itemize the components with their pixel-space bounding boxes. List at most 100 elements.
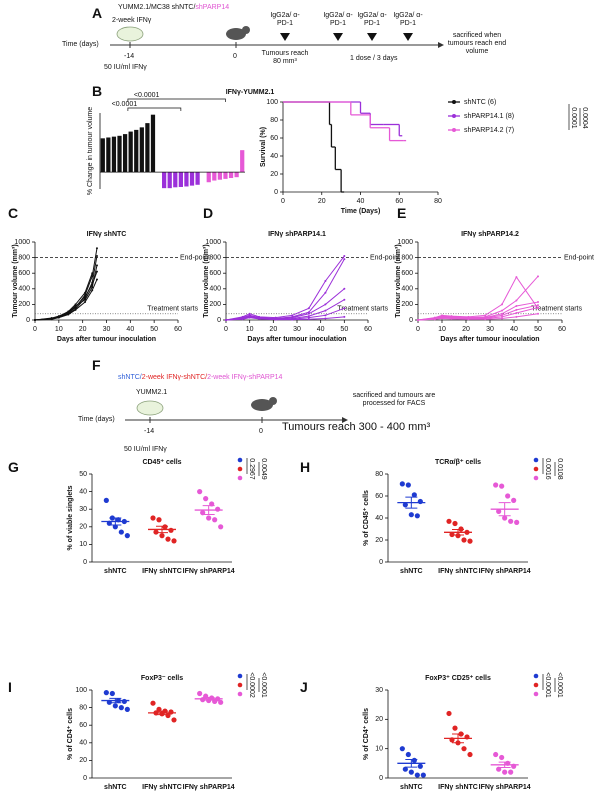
y-tick-label: 20 [375, 537, 383, 544]
y-tick-label: 0 [217, 317, 221, 324]
timeline-header: shNTC/2-week IFNγ-shNTC/2-week IFNγ-shPA… [118, 374, 282, 382]
y-tick-label: 200 [18, 301, 30, 308]
bar [117, 135, 122, 173]
x-tick-label: 0 [224, 326, 228, 333]
x-tick-label: 30 [103, 326, 111, 333]
growth-point [515, 304, 518, 307]
x-tick-label: 40 [126, 326, 134, 333]
y-tick-label: 0 [379, 559, 383, 566]
data-point [109, 690, 115, 697]
growth-point [441, 317, 443, 320]
panel-letter: D [203, 205, 214, 221]
data-point [402, 502, 408, 508]
data-point [206, 515, 212, 521]
panel-letter: G [8, 459, 19, 475]
endpoint-label: End-point [564, 254, 594, 261]
panel-letter: J [300, 679, 308, 695]
data-point [461, 746, 467, 752]
growth-point [343, 315, 346, 318]
y-tick-label: 800 [18, 254, 30, 261]
axis-label: Time (days) [78, 416, 115, 423]
data-point [511, 497, 517, 503]
data-point [499, 754, 505, 761]
growth-point [95, 255, 98, 258]
dose-label: IgG2a/ α-PD-1 [393, 12, 423, 27]
x-tick-label: shNTC [400, 784, 423, 791]
y-axis-label: % of CD4⁺ cells [67, 708, 74, 760]
cell-dish [136, 400, 164, 416]
dose-label: IgG2a/ α-PD-1 [323, 12, 353, 27]
data-point [452, 725, 458, 731]
time-label: 0 [233, 53, 237, 60]
x-tick-label: 80 [434, 198, 442, 205]
y-tick-label: 0 [274, 189, 278, 196]
data-point [461, 537, 467, 543]
bar [122, 134, 128, 173]
panel-letter: B [92, 83, 103, 99]
data-point [420, 772, 426, 778]
y-tick-label: 20 [79, 757, 87, 764]
bar [240, 150, 245, 173]
growth-point [95, 247, 98, 250]
p-value: <0.0001 [544, 672, 551, 698]
y-tick-label: 600 [18, 270, 30, 277]
p-value: <0.0001 [260, 672, 267, 698]
y-tick-label: 1000 [397, 239, 413, 246]
data-point [502, 769, 508, 775]
growth-point [450, 317, 453, 320]
bar [134, 129, 139, 173]
error-bar [452, 733, 464, 744]
data-point [499, 483, 505, 489]
legend-label: shPARP14.1 (8) [464, 113, 514, 120]
x-tick-label: IFNγ shPARP14 [183, 784, 235, 791]
chart-title: FoxP3⁺ CD25⁺ cells [425, 675, 491, 682]
y-tick-label: 80 [79, 704, 87, 711]
growth-point [291, 314, 294, 317]
header-text: 2-week IFNγ-shPARP14 [207, 374, 283, 381]
legend-dot [237, 691, 243, 697]
y-tick-label: 40 [79, 740, 87, 747]
data-point [399, 746, 405, 752]
legend-marker [452, 100, 456, 104]
data-point [197, 690, 203, 697]
y-tick-label: 400 [209, 286, 221, 293]
chart-title: IFNγ shPARP14.1 [268, 231, 326, 238]
dose-label: IgG2a/ α-PD-1 [270, 12, 300, 27]
growth-point [307, 312, 310, 315]
growth-point [537, 306, 539, 309]
legend-dot [237, 673, 243, 679]
y-axis-label: Survival (%) [260, 127, 267, 167]
cell-label: 2-week IFNγ [112, 17, 152, 24]
growth-point [307, 316, 310, 319]
data-point [153, 529, 159, 535]
growth-point [50, 317, 53, 320]
x-tick-label: 10 [438, 326, 446, 333]
data-point [493, 482, 499, 488]
growth-point [501, 315, 503, 318]
panel-letter: H [300, 459, 311, 475]
y-axis-label: % Change in tumour volume [87, 107, 94, 195]
data-point [411, 757, 417, 764]
x-tick-label: 0 [33, 326, 37, 333]
growth-point [91, 283, 94, 286]
p-value: 0.0001 [570, 107, 577, 129]
dose-marker [280, 33, 290, 41]
growth-point [537, 304, 539, 307]
p-value: <0.0001 [556, 672, 563, 698]
y-tick-label: 0 [26, 317, 30, 324]
x-tick-label: 30 [293, 326, 301, 333]
error-bar [202, 696, 215, 701]
growth-point [501, 303, 503, 306]
data-point [156, 517, 162, 523]
error-bar [156, 710, 168, 716]
y-tick-label: 200 [209, 301, 221, 308]
y-tick-label: 400 [401, 286, 413, 293]
y-tick-label: 20 [270, 171, 278, 178]
bar [195, 172, 200, 185]
data-point [124, 706, 130, 712]
growth-point [248, 316, 251, 319]
mouse-head [242, 26, 250, 34]
bar [206, 172, 211, 183]
growth-point [515, 311, 518, 314]
